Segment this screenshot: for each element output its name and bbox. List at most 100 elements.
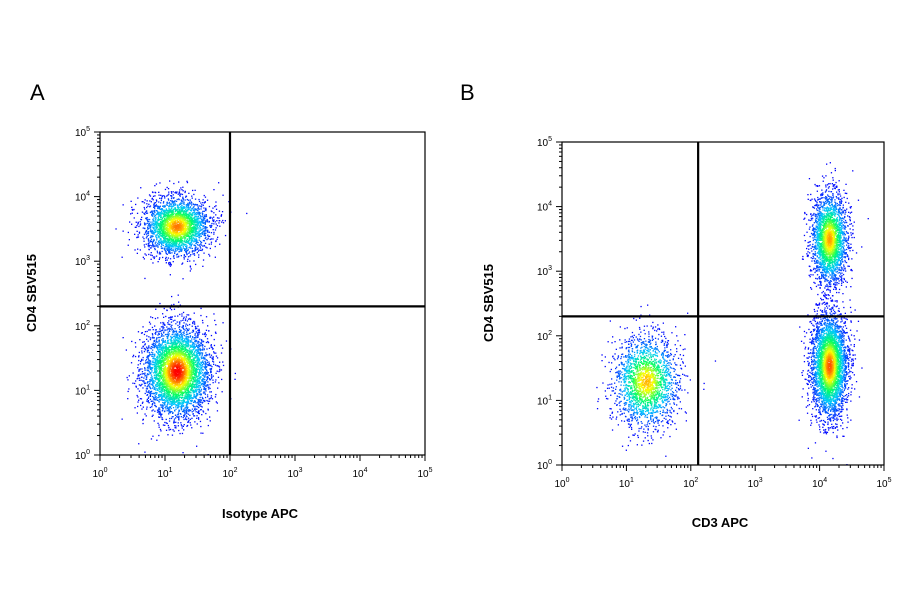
data-point [196, 405, 198, 407]
data-point [192, 240, 194, 242]
data-point [174, 223, 176, 225]
data-point [215, 355, 218, 357]
data-point [151, 223, 154, 225]
data-point [156, 356, 158, 358]
data-point [203, 382, 206, 384]
data-point [191, 219, 193, 221]
data-point [179, 203, 181, 205]
data-point [186, 205, 188, 207]
data-point [203, 244, 206, 247]
data-point [160, 229, 163, 231]
data-point [167, 194, 169, 196]
data-point [181, 397, 183, 399]
data-point [202, 239, 205, 242]
data-point [197, 215, 200, 217]
data-point [186, 418, 188, 421]
data-point [195, 368, 197, 370]
data-point [204, 399, 206, 402]
data-point [200, 208, 202, 210]
data-point [157, 222, 159, 224]
data-point [180, 187, 182, 189]
data-point [173, 356, 176, 358]
data-point [179, 245, 181, 247]
data-point [199, 224, 201, 227]
data-point [166, 204, 169, 206]
data-point [163, 215, 165, 217]
data-point [172, 194, 174, 196]
data-point [172, 241, 174, 243]
data-point [185, 391, 187, 393]
data-point [153, 224, 156, 226]
data-point [185, 340, 187, 343]
data-point [185, 252, 188, 254]
data-point [157, 374, 159, 377]
data-point [160, 199, 162, 202]
data-point [179, 193, 181, 195]
data-point [182, 229, 184, 232]
data-point [149, 241, 152, 243]
data-point [200, 383, 202, 386]
data-point [182, 224, 184, 226]
data-point [173, 353, 175, 355]
data-point [168, 252, 170, 254]
data-point [192, 358, 194, 361]
data-point [178, 365, 180, 367]
data-point [166, 221, 168, 223]
data-point [188, 218, 190, 220]
data-point [171, 221, 173, 223]
data-point [175, 235, 178, 237]
data-point [182, 190, 184, 192]
data-point [183, 202, 185, 205]
data-point [160, 364, 162, 366]
data-point [196, 248, 199, 250]
data-point [181, 432, 184, 435]
data-point [196, 445, 198, 447]
data-point [165, 233, 167, 235]
data-point [158, 426, 160, 428]
data-point [198, 412, 200, 415]
data-point [183, 201, 185, 203]
data-point [155, 210, 158, 212]
data-point [194, 214, 196, 216]
data-point [188, 230, 191, 232]
data-point [172, 403, 174, 405]
data-point [164, 216, 166, 218]
data-point [172, 225, 175, 227]
data-point [161, 221, 163, 224]
data-point [193, 217, 196, 219]
data-point [150, 211, 152, 213]
data-point [183, 221, 185, 223]
data-point [195, 263, 197, 266]
data-point [168, 212, 170, 214]
data-point [161, 234, 163, 236]
data-point [195, 220, 197, 222]
data-point [162, 409, 164, 411]
data-point [202, 259, 205, 261]
data-point [168, 408, 170, 410]
data-point [159, 328, 161, 330]
data-point [162, 338, 164, 340]
data-point [161, 361, 164, 363]
data-point [205, 228, 207, 230]
data-point [198, 198, 200, 201]
data-point [157, 345, 159, 347]
data-point [175, 214, 177, 216]
data-point [156, 361, 158, 363]
data-point [197, 209, 199, 212]
data-point [170, 340, 172, 342]
data-point [145, 382, 147, 384]
data-point [165, 408, 167, 410]
data-point [196, 390, 198, 392]
data-point [184, 389, 186, 391]
data-point [170, 220, 172, 222]
data-point [178, 198, 180, 201]
data-point [167, 215, 169, 218]
data-point [175, 232, 177, 234]
data-point [209, 238, 211, 241]
data-point [203, 227, 205, 229]
data-point [172, 250, 174, 252]
data-point [182, 278, 184, 280]
data-point [144, 213, 146, 215]
data-point [187, 400, 189, 402]
data-point [172, 342, 174, 344]
